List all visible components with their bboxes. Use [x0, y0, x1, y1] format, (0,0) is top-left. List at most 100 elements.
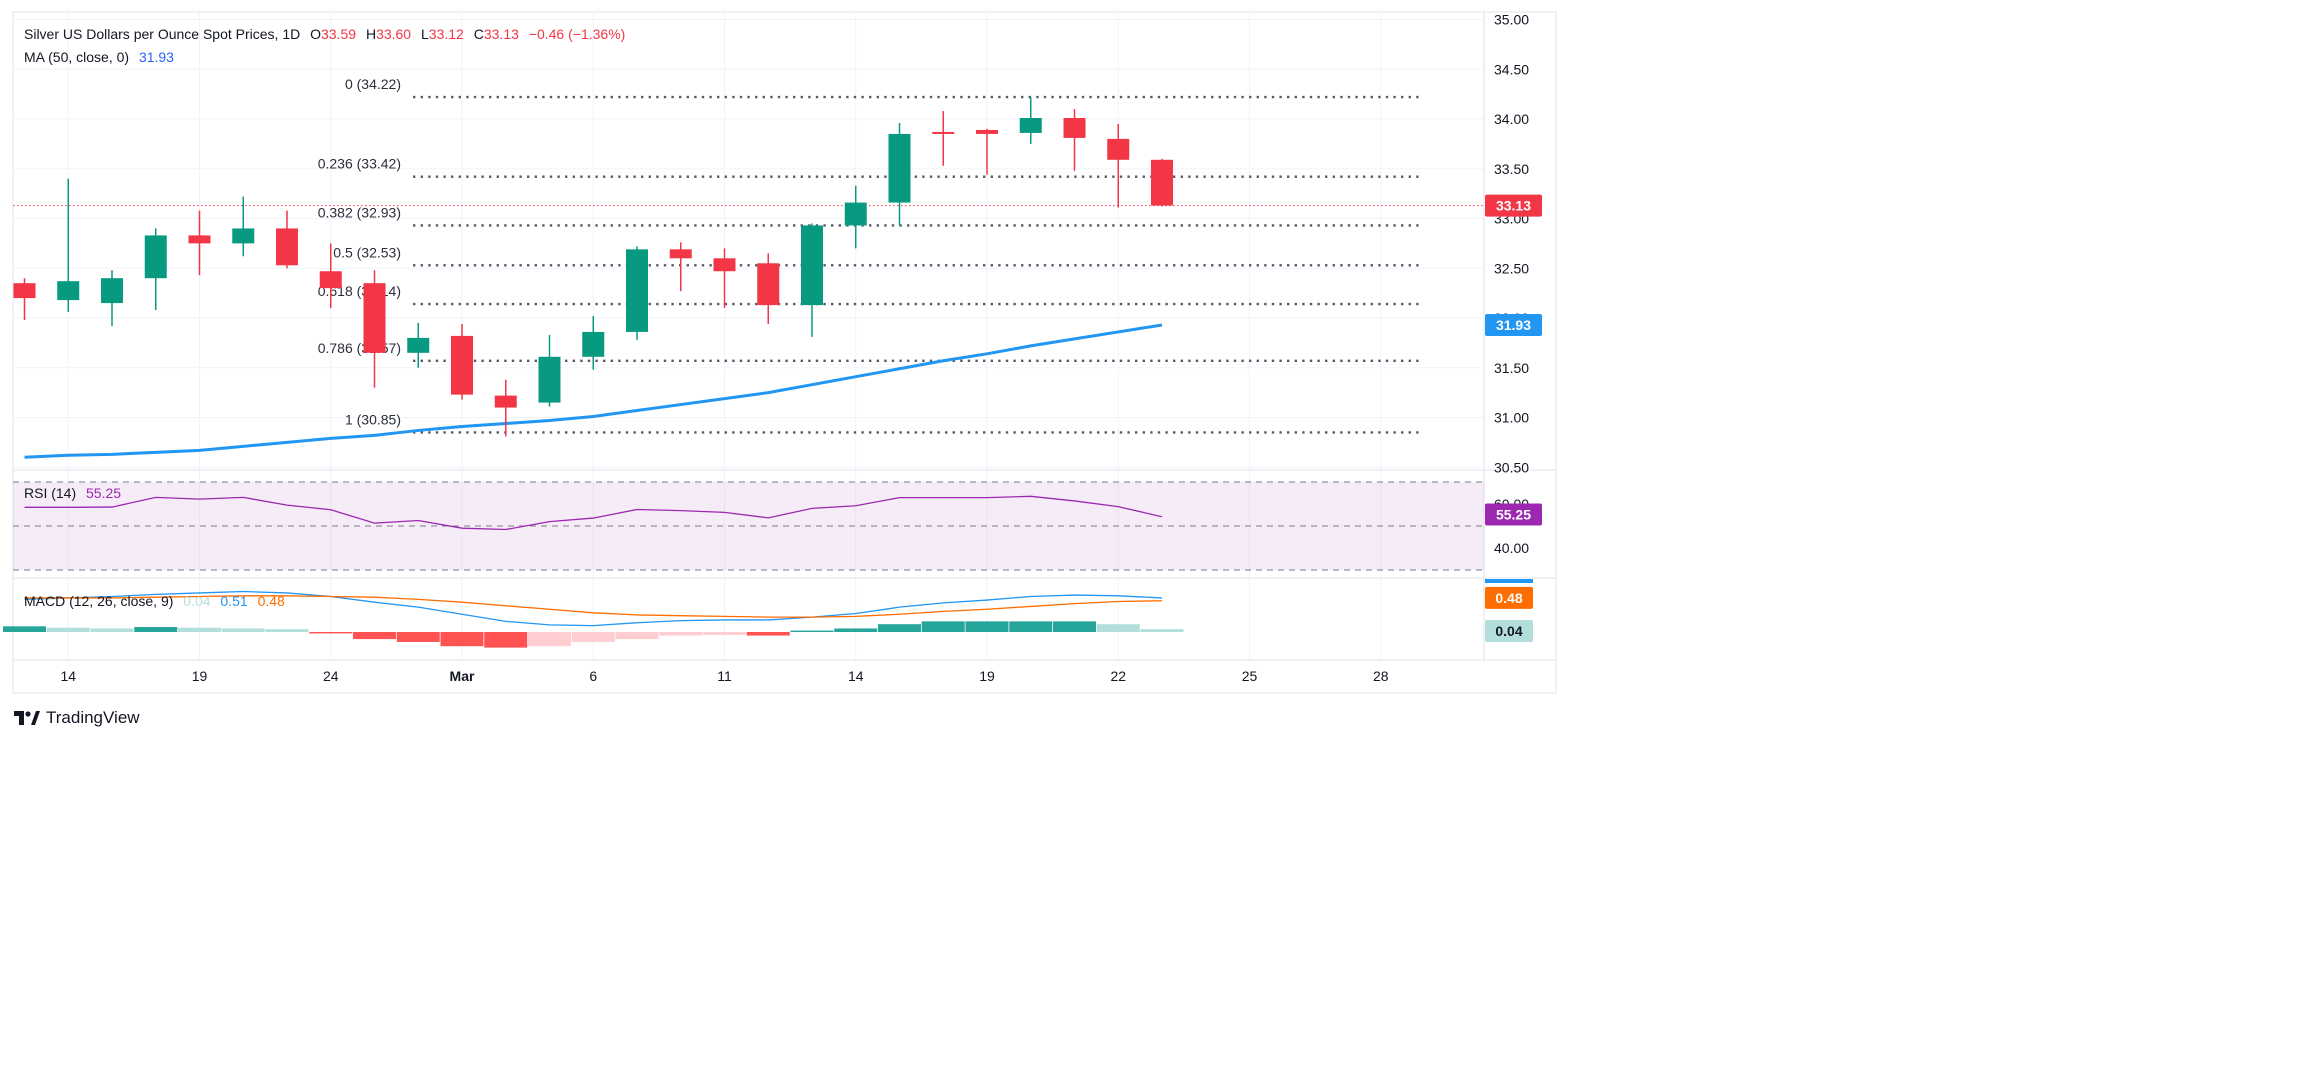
fib-level-label: 0.382 (32.93)	[318, 204, 401, 220]
macd-histogram-bar	[834, 628, 878, 632]
macd-histogram-bar	[440, 632, 484, 647]
time-axis-tick: 19	[979, 668, 995, 684]
macd-legend: MACD (12, 26, close, 9) 0.04 0.51 0.48	[24, 593, 285, 609]
macd-histogram-bar	[396, 632, 440, 642]
time-axis-tick: 28	[1373, 668, 1389, 684]
candle-body	[1019, 118, 1042, 133]
macd-histogram-bar	[746, 632, 790, 636]
candle-body	[582, 331, 605, 357]
macd-histogram-bar	[265, 629, 309, 632]
symbol-title: Silver US Dollars per Ounce Spot Prices,…	[24, 26, 301, 42]
low-value: 33.12	[428, 26, 464, 42]
macd-histogram-bar	[1096, 624, 1140, 632]
candle-body	[976, 129, 998, 134]
macd-signal-badge-text: 0.48	[1495, 590, 1522, 606]
macd-hist-badge-text: 0.04	[1495, 623, 1522, 639]
time-axis-tick: 24	[323, 668, 339, 684]
macd-label: MACD (12, 26, close, 9)	[24, 593, 174, 609]
candle-body	[144, 235, 167, 279]
time-axis-tick: Mar	[450, 668, 475, 684]
candle-body	[888, 133, 911, 203]
price-axis-tick: 35.00	[1494, 12, 1529, 28]
price-axis-tick: 34.00	[1494, 111, 1529, 127]
macd-hist-value: 0.04	[183, 593, 211, 609]
time-axis-tick: 14	[60, 668, 76, 684]
price-axis-tick: 32.50	[1494, 260, 1529, 276]
tradingview-logo-icon	[14, 711, 40, 725]
rsi-line	[24, 495, 1163, 531]
candle-body	[669, 249, 692, 259]
rsi-label: RSI (14)	[24, 485, 77, 501]
ma-badge	[1485, 313, 1542, 336]
rsi-value: 55.25	[86, 485, 122, 501]
ma-value: 31.93	[138, 49, 174, 65]
ma-badge-text: 31.93	[1496, 317, 1531, 333]
macd-histogram-bar	[571, 632, 615, 642]
macd-histogram-bar	[178, 627, 221, 632]
candle-body	[494, 395, 517, 408]
price-axis-tick: 31.00	[1494, 410, 1529, 426]
ma-label: MA (50, close, 0)	[24, 49, 130, 65]
fib-level-label: 0.236 (33.42)	[318, 156, 401, 172]
candle-body	[1151, 159, 1173, 206]
time-axis-tick: 19	[192, 668, 208, 684]
close-label: C	[473, 26, 484, 42]
macd-histogram-bar	[3, 626, 46, 632]
macd-histogram-bar	[1053, 621, 1096, 632]
macd-histogram-bar	[528, 632, 571, 647]
time-axis-tick: 25	[1242, 668, 1258, 684]
ma50-line	[24, 323, 1163, 459]
open-label: O	[310, 26, 321, 42]
macd-histogram-bar	[790, 630, 834, 632]
candle-body	[757, 263, 780, 306]
fib-level-label: 0 (34.22)	[345, 76, 401, 92]
candle-body	[57, 281, 80, 301]
ma-legend: MA (50, close, 0) 31.93	[24, 49, 174, 65]
chart-frame	[12, 11, 1557, 694]
fib-level-label: 0.786 (31.57)	[318, 340, 401, 356]
time-axis-tick: 22	[1110, 668, 1126, 684]
macd-signal-badge	[1485, 586, 1533, 609]
fib-level-label: 1 (30.85)	[345, 411, 401, 427]
candle-body	[801, 225, 823, 306]
macd-histogram-bar	[134, 627, 178, 632]
candle-body	[1063, 118, 1086, 138]
macd-histogram-bar	[484, 632, 528, 648]
high-value: 33.60	[376, 26, 412, 42]
candle-body	[101, 278, 123, 304]
macd-histogram-bar	[659, 632, 703, 636]
candle-body	[232, 228, 255, 244]
chart-canvas[interactable]: 0 (34.22) 0.236 (33.42) 0.382 (32.93) 0.5 (…	[0, 0, 1568, 739]
last-price-badge	[1485, 194, 1542, 217]
rsi-legend: RSI (14) 55.25	[24, 485, 121, 501]
candle-body	[13, 283, 36, 299]
fib-level-label: 0.5 (32.53)	[333, 244, 401, 260]
close-value: 33.13	[483, 26, 519, 42]
tradingview-brand[interactable]: TradingView	[14, 708, 140, 728]
macd-badge-edge	[1485, 579, 1533, 583]
price-axis-tick: 33.50	[1494, 161, 1529, 177]
change-value: −0.46 (−1.36%)	[528, 26, 626, 42]
candle-body	[538, 356, 561, 403]
price-axis-tick: 34.50	[1494, 61, 1529, 77]
candle-body	[363, 283, 386, 353]
macd-histogram-bar	[965, 621, 1009, 632]
macd-signal-line	[24, 595, 1163, 618]
candle-body	[276, 228, 298, 266]
price-axis-tick: 30.50	[1494, 459, 1529, 475]
macd-histogram-bar	[46, 627, 90, 632]
brand-name: TradingView	[46, 708, 140, 727]
candle-body	[932, 131, 955, 134]
high-label: H	[365, 26, 377, 42]
macd-histogram-bar	[921, 621, 965, 632]
macd-histogram-bar	[221, 628, 265, 632]
candle-body	[319, 271, 342, 289]
candle-body	[626, 249, 648, 332]
rsi-badge	[1485, 503, 1542, 526]
macd-hist-badge	[1485, 620, 1533, 642]
macd-histogram-bar	[309, 632, 353, 634]
macd-histogram-bar	[353, 632, 396, 640]
time-axis-tick: 11	[717, 668, 732, 684]
rsi-axis-tick: 40.00	[1494, 540, 1529, 556]
candle-body	[1107, 138, 1130, 160]
